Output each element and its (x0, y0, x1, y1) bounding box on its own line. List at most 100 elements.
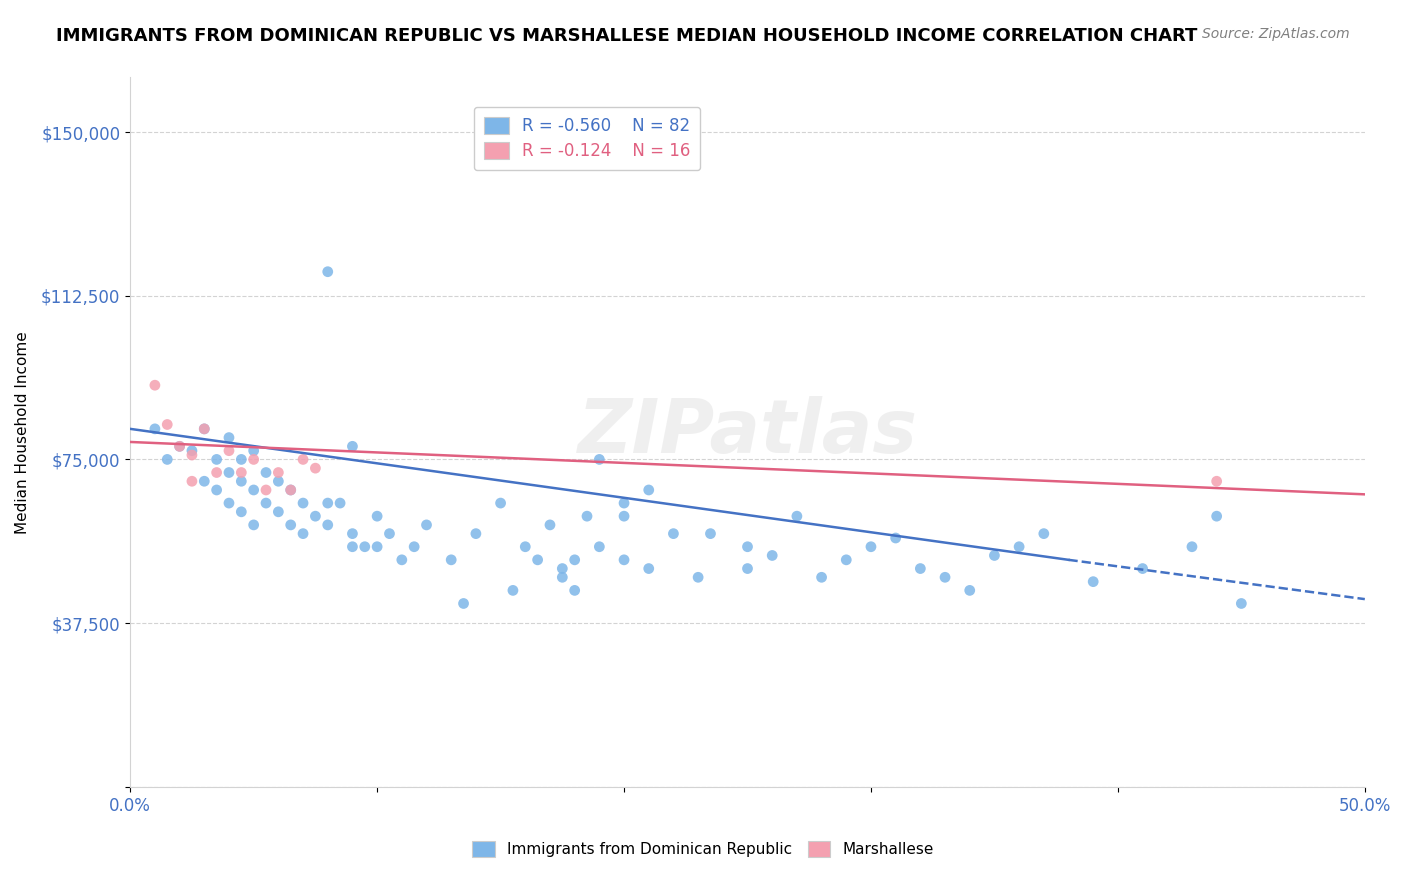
Text: IMMIGRANTS FROM DOMINICAN REPUBLIC VS MARSHALLESE MEDIAN HOUSEHOLD INCOME CORREL: IMMIGRANTS FROM DOMINICAN REPUBLIC VS MA… (56, 27, 1198, 45)
Point (613, 509, 636, 524)
Point (366, 509, 388, 524)
Point (316, 265, 339, 279)
Point (391, 553, 413, 567)
Point (613, 553, 636, 567)
Point (329, 496, 352, 510)
Point (205, 483, 228, 497)
Point (366, 540, 388, 554)
Point (1008, 540, 1031, 554)
Point (218, 466, 240, 480)
Point (316, 496, 339, 510)
Point (637, 561, 659, 575)
Point (440, 553, 463, 567)
Point (169, 439, 191, 453)
Point (551, 561, 574, 575)
Point (1032, 526, 1054, 541)
Point (613, 496, 636, 510)
Point (242, 443, 264, 458)
Point (193, 422, 215, 436)
Point (205, 466, 228, 480)
Point (143, 422, 166, 436)
Point (489, 496, 512, 510)
Point (526, 553, 548, 567)
Point (193, 422, 215, 436)
Point (699, 526, 721, 541)
Legend: R = -0.560    N = 82, R = -0.124    N = 16: R = -0.560 N = 82, R = -0.124 N = 16 (474, 107, 700, 170)
Point (218, 431, 240, 445)
Point (231, 452, 253, 467)
Point (959, 583, 981, 598)
Point (231, 466, 253, 480)
Y-axis label: Median Household Income: Median Household Income (15, 331, 30, 533)
Point (810, 570, 832, 584)
Point (304, 461, 326, 475)
Point (934, 570, 956, 584)
Point (983, 549, 1005, 563)
Point (292, 526, 315, 541)
Point (156, 452, 179, 467)
Point (576, 509, 599, 524)
Point (737, 561, 759, 575)
Point (859, 540, 882, 554)
Point (218, 443, 240, 458)
Point (231, 475, 253, 489)
Point (242, 517, 264, 532)
Point (353, 540, 375, 554)
Point (280, 483, 302, 497)
Point (181, 443, 204, 458)
Point (254, 496, 277, 510)
Point (1083, 574, 1105, 589)
Point (316, 517, 339, 532)
Point (515, 540, 537, 554)
Point (254, 466, 277, 480)
Point (761, 549, 783, 563)
Point (242, 452, 264, 467)
Point (1205, 509, 1227, 524)
Point (218, 496, 240, 510)
Point (737, 540, 759, 554)
Point (342, 526, 364, 541)
Point (588, 452, 610, 467)
Point (1132, 561, 1154, 575)
Point (662, 526, 685, 541)
Point (453, 597, 475, 611)
Point (181, 475, 204, 489)
Point (588, 540, 610, 554)
Point (564, 583, 586, 598)
Point (786, 509, 808, 524)
Point (231, 505, 253, 519)
Point (404, 540, 426, 554)
Point (688, 570, 710, 584)
Legend: Immigrants from Dominican Republic, Marshallese: Immigrants from Dominican Republic, Mars… (463, 832, 943, 866)
Point (342, 540, 364, 554)
Point (254, 483, 277, 497)
Point (1205, 475, 1227, 489)
Point (502, 583, 524, 598)
Point (181, 448, 204, 462)
Point (415, 517, 437, 532)
Point (267, 466, 290, 480)
Text: Source: ZipAtlas.com: Source: ZipAtlas.com (1202, 27, 1350, 41)
Point (143, 378, 166, 392)
Point (304, 509, 326, 524)
Point (267, 475, 290, 489)
Point (267, 505, 290, 519)
Point (835, 553, 858, 567)
Point (205, 452, 228, 467)
Point (538, 517, 561, 532)
Point (378, 526, 401, 541)
Point (342, 439, 364, 453)
Point (156, 417, 179, 432)
Point (280, 517, 302, 532)
Point (242, 483, 264, 497)
Point (169, 439, 191, 453)
Point (193, 475, 215, 489)
Point (1230, 597, 1253, 611)
Text: ZIPatlas: ZIPatlas (578, 396, 918, 468)
Point (637, 483, 659, 497)
Point (292, 496, 315, 510)
Point (1181, 540, 1204, 554)
Point (564, 553, 586, 567)
Point (551, 570, 574, 584)
Point (280, 483, 302, 497)
